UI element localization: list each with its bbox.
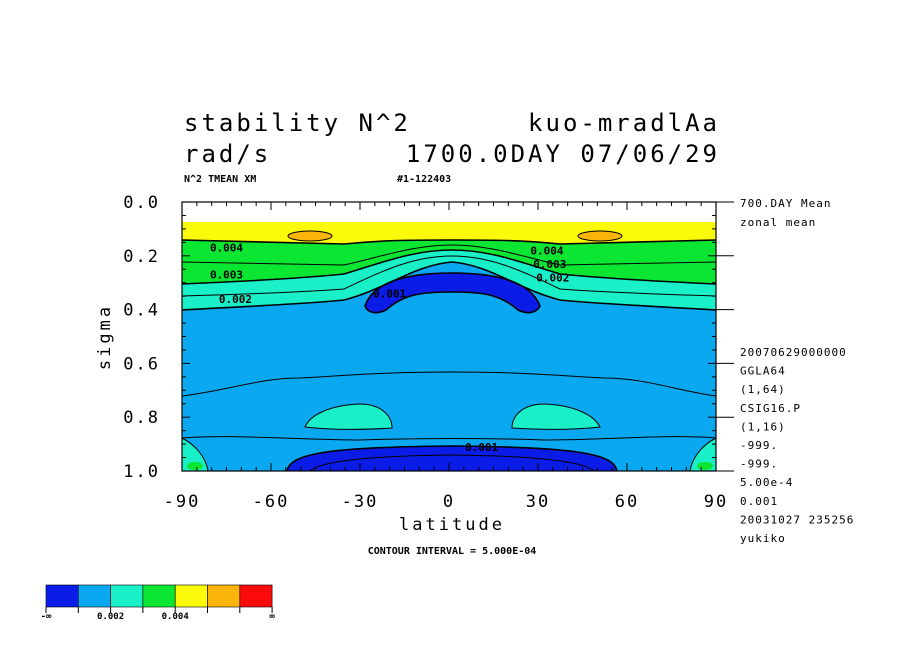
x-tick-label: 90: [704, 492, 728, 512]
title-right-1: kuo-mradlAa: [528, 109, 720, 137]
axis-tick-labels: -90 -60 -30 0 30 60 90 0.0 0.2 0.4 0.6 0.8 1.0: [123, 193, 728, 512]
info-meta-line: GGLA64: [740, 365, 786, 378]
contour-label: 0.002: [536, 271, 569, 284]
y-tick-label: 0.2: [123, 247, 160, 267]
contour-field: [182, 222, 716, 471]
contour-label: 0.004: [210, 242, 243, 255]
legend-swatch: [142, 584, 176, 608]
contour-002-bump-left: [304, 403, 393, 430]
legend-label: 0.004: [162, 612, 190, 622]
contour-label: 0.003: [533, 258, 566, 271]
info-meta-line: -999.: [740, 458, 778, 471]
contour-003: [181, 249, 717, 285]
y-axis-label: sigma: [95, 304, 115, 370]
contour-0035: [181, 244, 717, 266]
contour-core-right: [577, 230, 623, 242]
info-meta-line: 20031027 235256: [740, 513, 854, 526]
x-tick-label: 60: [615, 492, 639, 512]
side-info: 700.DAY Mean zonal mean 20070629000000 GGLA…: [740, 197, 854, 545]
y-tick-label: 0.4: [123, 301, 160, 321]
legend-swatch: [174, 584, 208, 608]
region-pole-north-core: [697, 462, 713, 470]
region-surface-low: [287, 446, 617, 471]
x-tick-label: -60: [253, 492, 290, 512]
contour-0045: [181, 239, 717, 245]
info-meta-line: 0.001: [740, 495, 778, 508]
contour-001-arch: [364, 272, 541, 314]
x-axis-label: latitude: [399, 515, 505, 535]
contour-label: 0.002: [219, 293, 252, 306]
region-pole-south-core: [187, 462, 203, 470]
info-meta-line: (1,64): [740, 383, 786, 396]
color-legend: -∞ 0.002 0.004 ∞: [41, 584, 275, 622]
contour-label: 0.003: [210, 269, 243, 282]
x-tick-label: -30: [342, 492, 379, 512]
subtitle-variable: N^2 TMEAN XM: [184, 174, 256, 185]
x-tick-label: -90: [164, 492, 201, 512]
region-core-left: [288, 231, 332, 241]
x-tick-label: 0: [443, 492, 455, 512]
contour-0015-upper: [181, 371, 717, 397]
contour-0005-surface: [309, 454, 595, 472]
info-meta-line: -999.: [740, 439, 778, 452]
contour-002: [181, 261, 717, 311]
info-meta-line: CSIG16.P: [740, 402, 801, 415]
legend-swatch: [207, 584, 241, 608]
info-meta-line: 5.00e-4: [740, 476, 793, 489]
title-left-1: stability N^2: [184, 109, 411, 137]
info-top-line: 700.DAY Mean: [740, 197, 831, 210]
contour-label: 0.001: [465, 441, 498, 454]
contour-0015-lower: [181, 436, 717, 441]
contour-interval-text: CONTOUR INTERVAL = 5.000E-04: [368, 546, 537, 557]
legend-label: -∞: [41, 612, 52, 622]
contour-002-bump-right: [511, 403, 601, 430]
legend-swatch: [78, 584, 111, 608]
contour-001-surface: [286, 445, 618, 472]
region-arch-low: [365, 273, 540, 313]
x-tick-label: 30: [526, 492, 550, 512]
legend-label: 0.002: [97, 612, 124, 622]
info-meta-line: yukiko: [740, 532, 786, 545]
y-tick-label: 1.0: [123, 462, 160, 482]
legend-swatch: [45, 584, 79, 608]
contour-pole-south: [181, 437, 209, 472]
info-top-line: zonal mean: [740, 216, 816, 229]
y-tick-label: 0.6: [123, 354, 160, 374]
info-meta-line: 20070629000000: [740, 346, 847, 359]
info-meta-line: (1,16): [740, 420, 786, 433]
contour-label: 0.001: [373, 287, 406, 300]
legend-swatch: [239, 584, 273, 608]
contour-lines: [181, 230, 717, 472]
contour-pole-north: [689, 437, 717, 472]
axis-ticks: [181, 201, 734, 472]
contour-label: 0.004: [530, 244, 563, 257]
contour-0025: [181, 255, 717, 297]
legend-swatch: [110, 584, 144, 608]
y-tick-label: 0.8: [123, 408, 160, 428]
title-right-2: 1700.0DAY 07/06/29: [406, 140, 720, 168]
region-core-right: [578, 231, 622, 241]
legend-label: ∞: [269, 612, 275, 622]
region-pole-south: [182, 438, 208, 471]
title-left-2: rad/s: [184, 140, 271, 168]
subtitle-run-id: #1-122403: [397, 174, 451, 185]
y-tick-label: 0.0: [123, 193, 160, 213]
contour-core-left: [287, 230, 333, 242]
